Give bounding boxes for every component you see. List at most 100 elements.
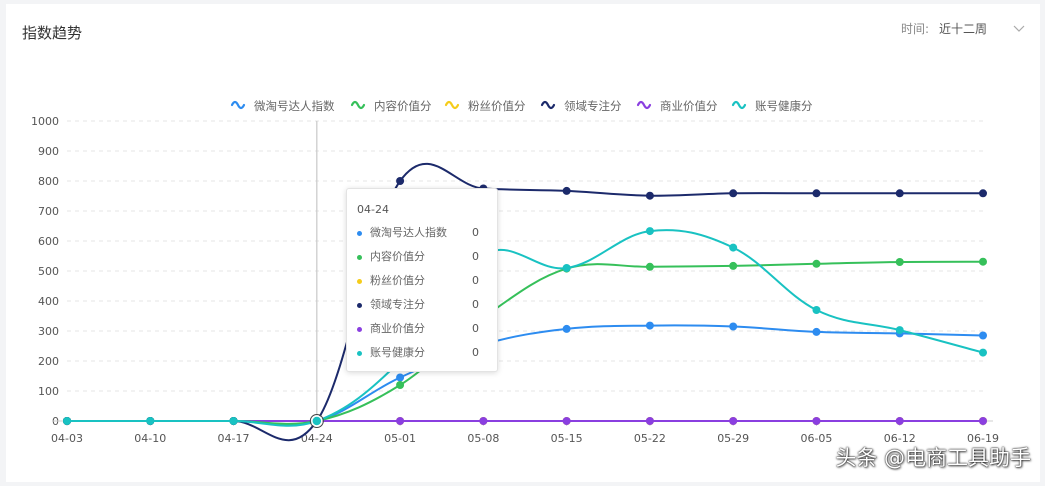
legend-label: 粉丝价值分 xyxy=(468,99,526,113)
data-point xyxy=(895,258,904,266)
legend-item-2[interactable]: 粉丝价值分 xyxy=(444,99,526,113)
x-tick-label: 06-05 xyxy=(800,432,832,445)
x-tick-label: 04-10 xyxy=(134,432,166,445)
data-point xyxy=(645,262,654,271)
data-point xyxy=(895,417,904,425)
data-point xyxy=(729,322,738,331)
series-line xyxy=(66,324,984,426)
legend-item-5[interactable]: 账号健康分 xyxy=(731,99,813,113)
y-tick-label: 200 xyxy=(38,355,59,368)
legend-label: 商业价值分 xyxy=(660,99,718,113)
x-tick-label: 05-08 xyxy=(467,432,499,445)
tooltip-series-value: 0 xyxy=(472,322,479,335)
legend-item-4[interactable]: 商业价值分 xyxy=(636,99,718,113)
data-point xyxy=(396,381,405,389)
x-tick-label: 05-01 xyxy=(384,432,416,445)
tooltip-series-value: 0 xyxy=(472,250,479,263)
y-tick-label: 400 xyxy=(38,295,59,308)
series-5-group xyxy=(63,227,987,427)
tooltip-series-value: 0 xyxy=(472,298,479,311)
legend-swatch-icon xyxy=(540,100,556,110)
data-point xyxy=(396,373,405,382)
data-point xyxy=(729,189,738,198)
series-3-group xyxy=(63,162,987,442)
data-point xyxy=(63,417,71,425)
tooltip-row: 微淘号达人指数 0 xyxy=(357,226,487,250)
data-point xyxy=(729,243,738,252)
tooltip-row: 粉丝价值分 0 xyxy=(357,274,487,298)
tooltip-series-value: 0 xyxy=(472,226,479,239)
y-tick-label: 300 xyxy=(38,325,59,338)
x-tick-label: 04-17 xyxy=(218,432,250,445)
watermark-text: 头条 @电商工具助手 xyxy=(835,446,1031,470)
x-tick-label: 05-29 xyxy=(717,432,749,445)
x-tick-label: 06-12 xyxy=(884,432,916,445)
time-range-label: 时间: xyxy=(900,22,929,36)
tooltip-dot-icon xyxy=(357,231,362,236)
legend-item-0[interactable]: 微淘号达人指数 xyxy=(230,99,335,113)
data-point xyxy=(979,257,987,266)
time-range-dropdown[interactable]: 时间: 近十二周 xyxy=(901,20,1025,37)
y-tick-label: 800 xyxy=(38,175,59,188)
time-range-value: 近十二周 xyxy=(938,22,987,36)
y-tick-label: 900 xyxy=(38,145,59,158)
data-point xyxy=(562,324,571,333)
y-tick-label: 600 xyxy=(38,235,59,248)
legend-item-1[interactable]: 内容价值分 xyxy=(350,99,432,113)
tooltip-dot-icon xyxy=(357,327,362,332)
tooltip-series-name: 内容价值分 xyxy=(370,250,425,263)
tooltip-row: 领域专注分 0 xyxy=(357,298,487,322)
tooltip-series-value: 0 xyxy=(472,346,479,359)
tooltip-dot-icon xyxy=(357,255,362,260)
x-tick-label: 06-19 xyxy=(967,432,999,445)
tooltip-dot-icon xyxy=(357,351,362,356)
data-point xyxy=(979,189,987,198)
legend-item-3[interactable]: 领域专注分 xyxy=(540,99,622,113)
data-point xyxy=(895,189,904,198)
x-tick-label: 05-15 xyxy=(551,432,583,445)
tooltip-series-name: 领域专注分 xyxy=(370,298,425,311)
tooltip-series-value: 0 xyxy=(472,274,479,287)
data-point xyxy=(812,259,821,268)
data-point xyxy=(729,261,738,270)
series-line xyxy=(66,260,984,425)
legend-label: 内容价值分 xyxy=(374,99,432,113)
tooltip-dot-icon xyxy=(357,303,362,308)
data-point xyxy=(146,417,155,425)
legend-swatch-icon xyxy=(350,100,366,110)
series-0-group xyxy=(63,321,987,426)
data-point xyxy=(645,321,654,330)
data-point xyxy=(979,331,987,340)
legend-swatch-icon xyxy=(230,100,246,110)
legend-label: 领域专注分 xyxy=(564,99,622,113)
y-tick-label: 500 xyxy=(38,265,59,278)
chart-tooltip: 04-24 微淘号达人指数 0 内容价值分 0 粉丝价值分 0 领域专注分 0 商业价值分 0 账号… xyxy=(346,188,498,372)
series-line xyxy=(66,229,984,427)
data-point xyxy=(562,186,571,195)
x-tick-label: 05-22 xyxy=(634,432,666,445)
data-point xyxy=(562,264,571,272)
hover-data-point xyxy=(311,415,323,427)
data-point xyxy=(979,348,987,357)
tooltip-series-name: 账号健康分 xyxy=(370,346,425,359)
data-point xyxy=(479,417,488,425)
data-point xyxy=(979,417,987,425)
y-tick-label: 700 xyxy=(38,205,59,218)
legend-label: 微淘号达人指数 xyxy=(254,99,335,113)
data-point xyxy=(645,227,654,236)
y-tick-label: 1000 xyxy=(31,115,59,128)
legend-swatch-icon xyxy=(636,100,652,110)
data-point xyxy=(812,327,821,336)
legend-swatch-icon xyxy=(731,100,747,110)
tooltip-series-name: 粉丝价值分 xyxy=(370,274,425,287)
data-point xyxy=(562,417,571,425)
tooltip-date: 04-24 xyxy=(357,203,389,216)
chevron-down-icon xyxy=(1013,25,1025,32)
data-point xyxy=(229,417,238,425)
x-tick-label: 04-24 xyxy=(301,432,333,445)
y-tick-label: 100 xyxy=(38,385,59,398)
tooltip-row: 账号健康分 0 xyxy=(357,346,487,370)
data-point xyxy=(645,417,654,425)
data-point xyxy=(812,189,821,198)
